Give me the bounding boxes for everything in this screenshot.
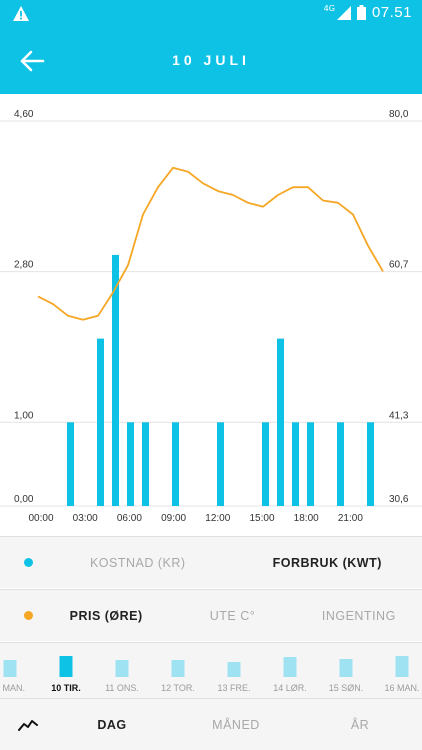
bar-layer bbox=[67, 254, 374, 506]
day-label: 15 SØN. bbox=[328, 683, 364, 693]
legend-row-price-temp: PRIS (ØRE) UTE C° INGENTING bbox=[0, 589, 422, 641]
usage-series-dot bbox=[24, 558, 33, 567]
page-title: 10 JULI bbox=[172, 52, 250, 68]
day-label: 14 LØR. bbox=[273, 683, 307, 693]
right-axis-tick: 60,7 bbox=[389, 260, 409, 271]
price-series-dot bbox=[24, 611, 33, 620]
legend-row-cost-usage: KOSTNAD (KR) FORBRUK (KWT) bbox=[0, 536, 422, 588]
status-indicators: 4G 07.51 bbox=[324, 4, 412, 21]
left-axis-tick: 0,00 bbox=[14, 494, 34, 505]
day-usage-bar bbox=[171, 660, 185, 677]
day-usage-bar bbox=[3, 660, 17, 677]
option-nothing[interactable]: INGENTING bbox=[321, 608, 396, 623]
usage-bar bbox=[97, 338, 104, 506]
x-axis-tick: 18:00 bbox=[294, 513, 319, 524]
left-axis-tick: 2,80 bbox=[14, 260, 34, 271]
day-label: 12 TOR. bbox=[161, 683, 195, 693]
right-axis-tick: 80,0 bbox=[389, 109, 409, 120]
x-axis-tick: 00:00 bbox=[28, 513, 53, 524]
option-usage[interactable]: FORBRUK (KWT) bbox=[272, 555, 382, 570]
day-usage-bar bbox=[283, 657, 297, 677]
day-item[interactable]: 11 ONS. bbox=[94, 643, 150, 699]
x-axis-tick: 12:00 bbox=[205, 513, 230, 524]
day-usage-bar bbox=[395, 656, 409, 677]
price-line bbox=[37, 166, 384, 321]
day-item[interactable]: 15 SØN. bbox=[318, 643, 374, 699]
day-item[interactable]: 16 MAN. bbox=[374, 643, 422, 699]
x-axis-tick: 06:00 bbox=[117, 513, 142, 524]
option-price[interactable]: PRIS (ØRE) bbox=[69, 608, 143, 623]
usage-bar bbox=[277, 338, 284, 506]
right-axis-tick: 30,6 bbox=[389, 494, 409, 505]
option-cost[interactable]: KOSTNAD (KR) bbox=[89, 555, 186, 570]
day-usage-bar bbox=[115, 660, 129, 677]
chart-svg: 4,60 80,0 2,80 60,7 1,00 41,3 0,00 30,6 00:00 03:… bbox=[0, 109, 422, 524]
day-item[interactable]: 13 FRE. bbox=[206, 643, 262, 699]
day-usage-bar bbox=[59, 656, 73, 677]
day-label: 16 MAN. bbox=[384, 683, 420, 693]
signal-icon bbox=[336, 5, 351, 20]
x-axis-tick: 21:00 bbox=[338, 513, 363, 524]
usage-bar bbox=[307, 422, 314, 506]
usage-bar bbox=[337, 422, 344, 506]
tab-year[interactable]: ÅR bbox=[350, 717, 370, 732]
bottom-nav: DAG MÅNED ÅR bbox=[0, 698, 422, 750]
right-axis-tick: 41,3 bbox=[389, 410, 409, 421]
network-label: 4G bbox=[323, 4, 335, 13]
left-axis-tick: 4,60 bbox=[14, 109, 34, 120]
tab-day[interactable]: DAG bbox=[97, 717, 127, 732]
day-usage-bar bbox=[339, 659, 353, 677]
day-label: 13 FRE. bbox=[217, 683, 251, 693]
label-layer: 4,60 80,0 2,80 60,7 1,00 41,3 0,00 30,6 00:00 03:… bbox=[14, 109, 409, 524]
usage-bar bbox=[142, 422, 149, 506]
warning-icon bbox=[13, 6, 29, 21]
line-layer bbox=[37, 166, 384, 321]
usage-chart: 4,60 80,0 2,80 60,7 1,00 41,3 0,00 30,6 00:00 03:… bbox=[0, 94, 422, 530]
arrow-left-icon[interactable] bbox=[18, 48, 46, 74]
usage-bar bbox=[217, 422, 224, 506]
grid-layer bbox=[0, 120, 422, 507]
status-bar: 4G 07.51 bbox=[0, 0, 422, 28]
x-axis-tick: 15:00 bbox=[249, 513, 274, 524]
usage-bar bbox=[127, 422, 134, 506]
x-axis-tick: 09:00 bbox=[161, 513, 186, 524]
day-item[interactable]: 9 MAN. bbox=[0, 643, 38, 699]
day-item[interactable]: 14 LØR. bbox=[262, 643, 318, 699]
usage-bar bbox=[262, 422, 269, 506]
usage-bar bbox=[112, 254, 119, 506]
usage-bar bbox=[292, 422, 299, 506]
usage-bar bbox=[67, 422, 74, 506]
usage-bar bbox=[172, 422, 179, 506]
day-strip: 9 MAN. 10 TIR. 11 ONS. 12 TOR. 13 FRE. 14 LØR… bbox=[0, 642, 422, 698]
day-usage-bar bbox=[227, 662, 241, 677]
day-label: 10 TIR. bbox=[51, 683, 81, 693]
app-bar: 10 JULI bbox=[0, 28, 422, 94]
day-label: 11 ONS. bbox=[105, 683, 139, 693]
day-item[interactable]: 10 TIR. bbox=[38, 643, 94, 699]
x-axis-tick: 03:00 bbox=[73, 513, 98, 524]
left-axis-tick: 1,00 bbox=[14, 410, 34, 421]
tab-month[interactable]: MÅNED bbox=[212, 717, 260, 732]
day-item[interactable]: 12 TOR. bbox=[150, 643, 206, 699]
day-label: 9 MAN. bbox=[0, 683, 25, 693]
option-outdoor-temp[interactable]: UTE C° bbox=[209, 608, 256, 623]
clock: 07.51 bbox=[371, 4, 412, 21]
trend-line-icon[interactable] bbox=[18, 718, 38, 732]
battery-icon bbox=[356, 5, 366, 20]
usage-bar bbox=[367, 422, 374, 506]
